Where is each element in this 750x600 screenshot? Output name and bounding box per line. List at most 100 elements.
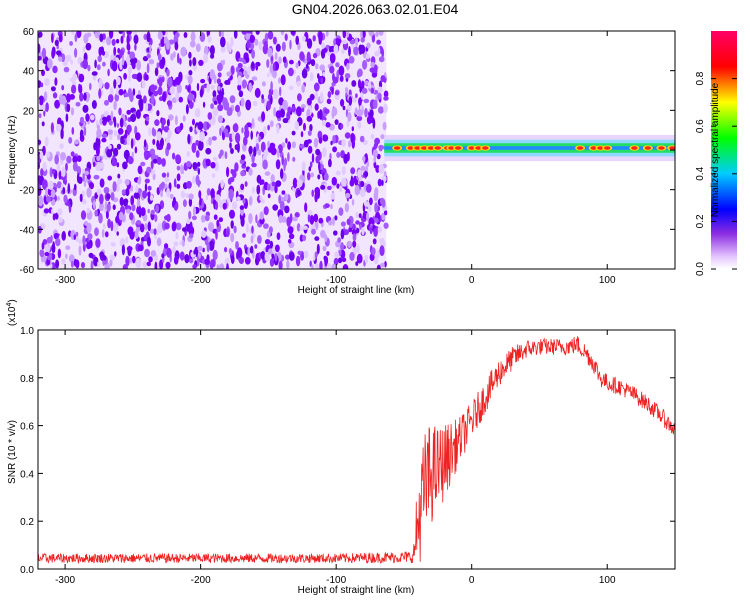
noise-speckle bbox=[79, 129, 84, 139]
noise-speckle bbox=[377, 92, 382, 100]
noise-speckle bbox=[145, 116, 150, 122]
noise-speckle bbox=[258, 41, 263, 51]
noise-speckle bbox=[46, 236, 53, 244]
noise-speckle bbox=[76, 172, 80, 183]
noise-speckle bbox=[300, 131, 304, 138]
noise-speckle bbox=[85, 113, 90, 122]
noise-speckle bbox=[118, 107, 122, 116]
noise-speckle bbox=[301, 107, 305, 113]
noise-speckle bbox=[55, 123, 62, 132]
noise-speckle bbox=[116, 231, 119, 236]
noise-speckle bbox=[292, 177, 298, 189]
noise-speckle bbox=[138, 175, 142, 185]
y-tick-label: 1.0 bbox=[20, 326, 34, 337]
noise-speckle bbox=[230, 255, 235, 264]
noise-speckle bbox=[126, 208, 131, 214]
noise-speckle bbox=[267, 72, 270, 78]
noise-speckle bbox=[195, 43, 201, 52]
noise-speckle bbox=[261, 111, 266, 122]
noise-speckle bbox=[237, 62, 243, 69]
noise-speckle bbox=[360, 180, 365, 188]
noise-speckle bbox=[106, 193, 111, 200]
noise-speckle bbox=[330, 192, 335, 200]
noise-speckle bbox=[144, 74, 149, 81]
noise-speckle bbox=[232, 123, 239, 133]
noise-speckle bbox=[52, 65, 58, 74]
noise-speckle bbox=[121, 189, 126, 195]
noise-speckle bbox=[197, 140, 204, 151]
noise-speckle bbox=[378, 31, 384, 36]
noise-speckle bbox=[57, 248, 62, 259]
noise-speckle bbox=[121, 54, 125, 66]
noise-speckle bbox=[357, 79, 362, 89]
noise-speckle bbox=[226, 263, 229, 269]
noise-region bbox=[38, 31, 389, 269]
noise-speckle bbox=[377, 86, 383, 93]
noise-speckle bbox=[278, 77, 281, 84]
noise-speckle bbox=[378, 56, 385, 63]
noise-speckle bbox=[107, 68, 110, 77]
snr-x-label: Height of straight line (km) bbox=[298, 585, 415, 596]
noise-speckle bbox=[373, 191, 379, 202]
noise-speckle bbox=[40, 82, 44, 88]
noise-speckle bbox=[366, 183, 372, 193]
noise-speckle bbox=[81, 199, 87, 205]
noise-speckle bbox=[333, 44, 339, 54]
noise-speckle bbox=[185, 85, 189, 90]
noise-speckle bbox=[296, 223, 301, 232]
noise-speckle bbox=[147, 236, 151, 247]
noise-speckle bbox=[157, 222, 163, 234]
noise-speckle bbox=[328, 158, 332, 168]
noise-speckle bbox=[94, 59, 97, 69]
noise-speckle bbox=[192, 57, 197, 67]
noise-speckle bbox=[251, 186, 255, 194]
noise-speckle bbox=[273, 107, 276, 117]
noise-speckle bbox=[356, 227, 360, 234]
noise-speckle bbox=[219, 127, 222, 136]
noise-speckle bbox=[287, 152, 290, 162]
noise-speckle bbox=[146, 62, 150, 74]
noise-speckle bbox=[309, 260, 312, 267]
noise-speckle bbox=[262, 159, 268, 170]
noise-speckle bbox=[343, 153, 349, 164]
y-tick-label: -20 bbox=[20, 186, 35, 197]
noise-speckle bbox=[114, 93, 120, 102]
noise-speckle bbox=[172, 152, 176, 160]
noise-speckle bbox=[235, 66, 240, 73]
noise-speckle bbox=[66, 155, 72, 164]
noise-speckle bbox=[104, 264, 109, 269]
noise-speckle bbox=[367, 81, 372, 89]
noise-speckle bbox=[51, 168, 56, 175]
noise-speckle bbox=[193, 250, 197, 255]
noise-speckle bbox=[302, 225, 308, 230]
noise-speckle bbox=[295, 62, 299, 69]
noise-speckle bbox=[318, 109, 323, 120]
noise-speckle bbox=[154, 214, 158, 223]
noise-speckle bbox=[210, 84, 215, 90]
noise-speckle bbox=[93, 142, 97, 151]
noise-speckle bbox=[116, 86, 119, 96]
noise-speckle bbox=[110, 110, 114, 122]
noise-speckle bbox=[91, 71, 98, 76]
noise-speckle bbox=[38, 56, 42, 61]
noise-speckle bbox=[180, 164, 184, 175]
noise-speckle bbox=[42, 103, 46, 112]
band-hotspot bbox=[421, 146, 428, 150]
noise-speckle bbox=[264, 239, 271, 245]
noise-speckle bbox=[126, 109, 131, 115]
noise-speckle bbox=[334, 251, 340, 259]
noise-speckle bbox=[169, 193, 174, 199]
noise-speckle bbox=[135, 257, 142, 269]
noise-speckle bbox=[108, 144, 112, 150]
snr-x-ticks: -300 -200 -100 0 100 bbox=[55, 330, 616, 586]
noise-speckle bbox=[39, 99, 44, 106]
noise-speckle bbox=[98, 212, 103, 224]
noise-speckle bbox=[144, 178, 150, 184]
noise-speckle bbox=[45, 102, 49, 113]
noise-speckle bbox=[106, 203, 111, 212]
noise-speckle bbox=[251, 61, 255, 69]
noise-speckle bbox=[44, 136, 49, 147]
noise-speckle bbox=[319, 64, 326, 71]
noise-speckle bbox=[38, 43, 41, 54]
noise-speckle bbox=[222, 198, 226, 205]
